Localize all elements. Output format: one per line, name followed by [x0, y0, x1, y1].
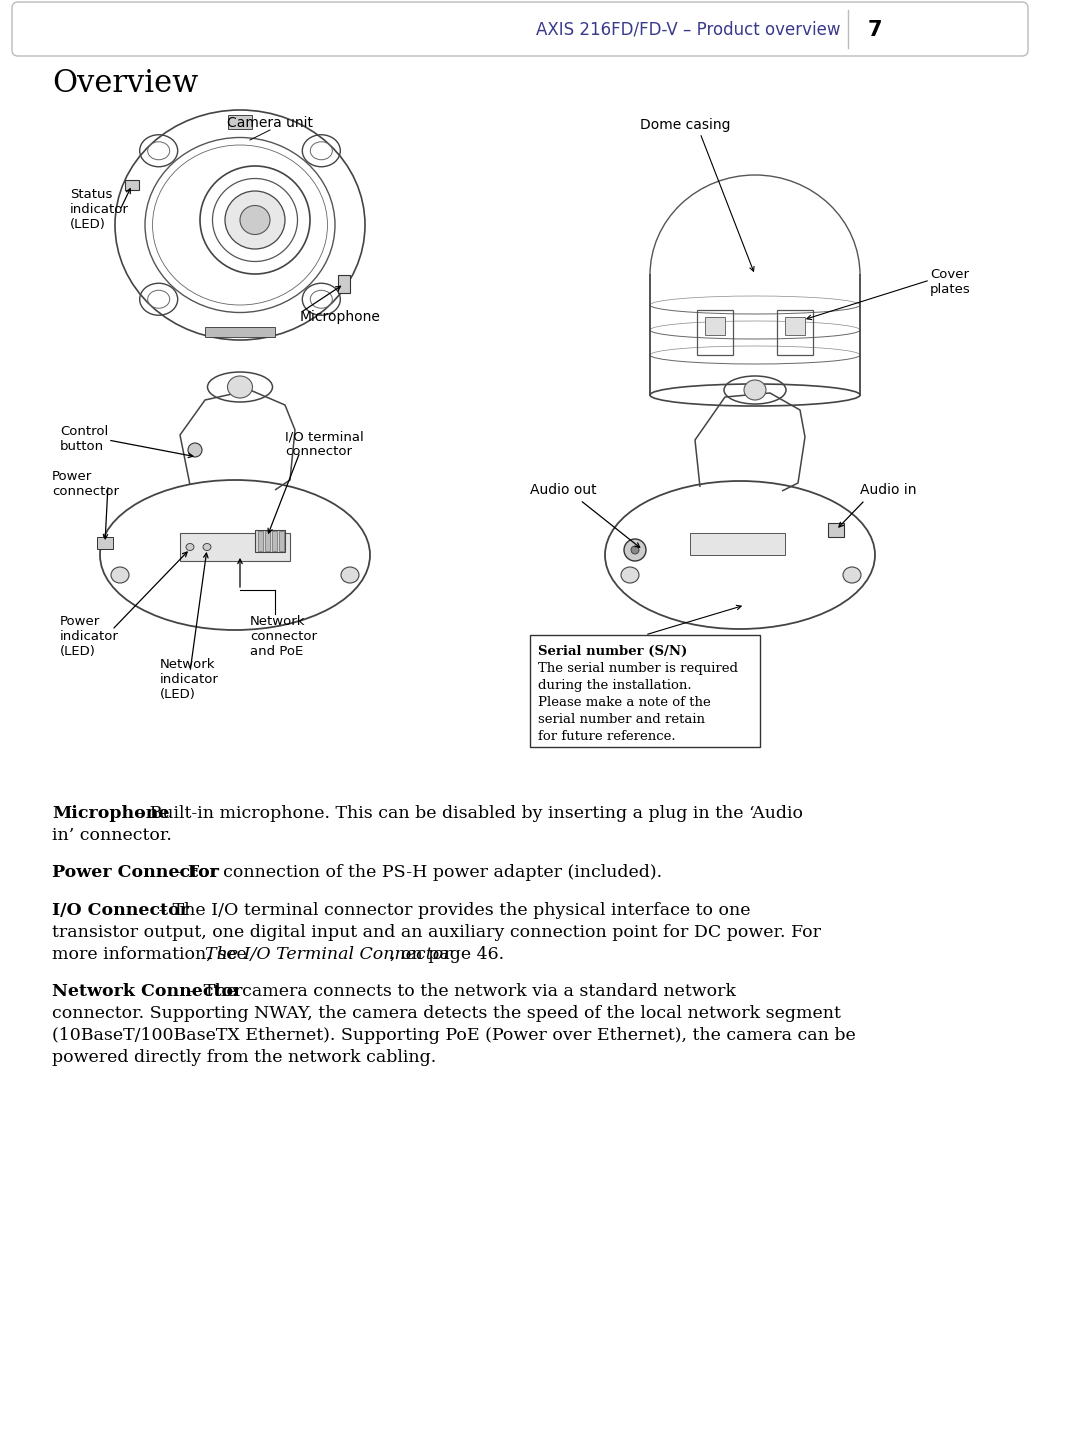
Bar	[705, 317, 725, 335]
Bar	[272, 531, 276, 551]
Text: Overview: Overview	[52, 69, 199, 99]
Bar	[777, 310, 813, 355]
Text: Microphone: Microphone	[300, 310, 381, 325]
Text: Serial number (S/N): Serial number (S/N)	[538, 645, 687, 658]
Text: Power Connector: Power Connector	[52, 864, 219, 881]
Text: serial number and retain: serial number and retain	[538, 714, 705, 726]
Text: , on page 46.: , on page 46.	[390, 945, 504, 962]
Text: Power
connector: Power connector	[52, 470, 119, 498]
Bar	[258, 531, 264, 551]
Text: The I/O Terminal Connector: The I/O Terminal Connector	[204, 945, 451, 962]
Text: Dome casing: Dome casing	[640, 119, 730, 132]
FancyBboxPatch shape	[12, 1, 1028, 56]
Text: Status
indicator
(LED): Status indicator (LED)	[70, 187, 129, 232]
Text: for future reference.: for future reference.	[538, 729, 676, 744]
Bar	[265, 531, 270, 551]
Text: – For connection of the PS-H power adapter (included).: – For connection of the PS-H power adapt…	[168, 864, 662, 881]
Bar	[255, 531, 285, 552]
Text: – The I/O terminal connector provides the physical interface to one: – The I/O terminal connector provides th…	[152, 902, 751, 919]
Ellipse shape	[624, 539, 646, 561]
Text: 7: 7	[868, 20, 882, 40]
Text: Please make a note of the: Please make a note of the	[538, 696, 711, 709]
Bar	[180, 533, 291, 561]
Ellipse shape	[240, 206, 270, 235]
Text: Network
connector
and PoE: Network connector and PoE	[249, 615, 318, 658]
Text: Audio out: Audio out	[530, 483, 596, 498]
Ellipse shape	[186, 543, 194, 551]
Text: Audio in: Audio in	[860, 483, 917, 498]
Text: – Built-in microphone. This can be disabled by inserting a plug in the ‘Audio: – Built-in microphone. This can be disab…	[130, 805, 802, 822]
Bar	[530, 635, 760, 746]
Ellipse shape	[744, 380, 766, 400]
Text: – The camera connects to the network via a standard network: – The camera connects to the network via…	[184, 984, 735, 1000]
Bar	[785, 317, 805, 335]
Bar	[697, 310, 733, 355]
Ellipse shape	[203, 543, 211, 551]
Text: during the installation.: during the installation.	[538, 679, 691, 692]
Text: I/O Connector: I/O Connector	[52, 902, 189, 919]
Text: Power
indicator
(LED): Power indicator (LED)	[60, 615, 119, 658]
Text: in’ connector.: in’ connector.	[52, 827, 172, 844]
Bar	[828, 523, 843, 538]
Bar	[125, 180, 139, 190]
Text: powered directly from the network cabling.: powered directly from the network cablin…	[52, 1050, 436, 1067]
Text: (10BaseT/100BaseTX Ethernet). Supporting PoE (Power over Ethernet), the camera c: (10BaseT/100BaseTX Ethernet). Supporting…	[52, 1027, 855, 1044]
Text: Network
indicator
(LED): Network indicator (LED)	[160, 658, 219, 701]
Ellipse shape	[228, 376, 253, 398]
Text: Network Connector: Network Connector	[52, 984, 242, 1000]
Bar	[338, 275, 350, 293]
Bar	[205, 327, 275, 337]
Text: Microphone: Microphone	[52, 805, 170, 822]
Ellipse shape	[188, 443, 202, 458]
Text: Control
button: Control button	[60, 425, 108, 453]
Text: The serial number is required: The serial number is required	[538, 662, 738, 675]
Text: AXIS 216FD/FD-V – Product overview: AXIS 216FD/FD-V – Product overview	[536, 21, 840, 39]
Ellipse shape	[341, 568, 359, 583]
Ellipse shape	[225, 192, 285, 249]
Text: Cover
plates: Cover plates	[930, 267, 971, 296]
Ellipse shape	[621, 568, 639, 583]
Ellipse shape	[631, 546, 639, 553]
Ellipse shape	[111, 568, 129, 583]
Text: transistor output, one digital input and an auxiliary connection point for DC po: transistor output, one digital input and…	[52, 924, 821, 941]
Text: I/O terminal
connector: I/O terminal connector	[285, 430, 364, 458]
Text: Camera unit: Camera unit	[227, 116, 313, 130]
Bar	[690, 533, 785, 555]
Text: connector. Supporting NWAY, the camera detects the speed of the local network se: connector. Supporting NWAY, the camera d…	[52, 1005, 841, 1022]
Ellipse shape	[843, 568, 861, 583]
Bar	[97, 538, 113, 549]
Text: more information, see: more information, see	[52, 945, 253, 962]
Bar	[279, 531, 284, 551]
Bar	[228, 114, 252, 129]
